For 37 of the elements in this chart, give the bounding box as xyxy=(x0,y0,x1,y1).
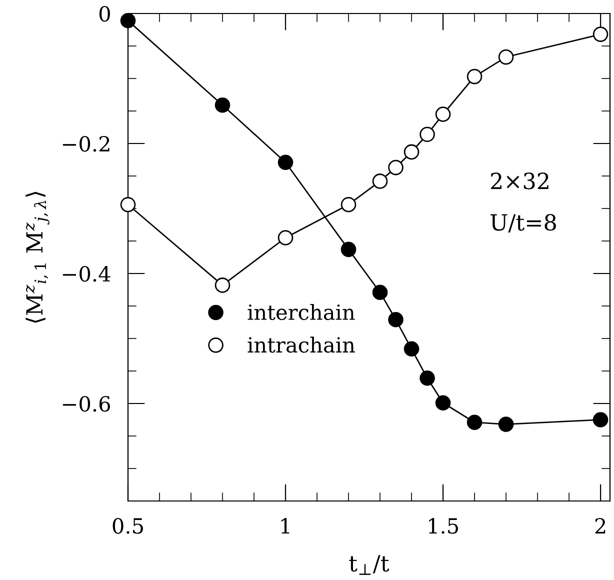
point xyxy=(498,49,514,65)
point xyxy=(498,416,514,432)
x-tick-label: 1.5 xyxy=(429,518,458,534)
point xyxy=(372,174,388,189)
point xyxy=(120,196,136,212)
point xyxy=(420,370,435,386)
x-tick-label: 0.5 xyxy=(112,518,143,534)
point xyxy=(214,278,230,293)
point xyxy=(404,341,420,357)
point xyxy=(388,160,404,176)
point xyxy=(388,312,404,328)
x-tick-label: 2 xyxy=(595,518,606,534)
x-tick-label: 1 xyxy=(281,518,290,534)
legend-label: intrachain xyxy=(248,336,355,353)
y-tick-label: −0.2 xyxy=(62,136,110,152)
point xyxy=(404,144,420,160)
x-axis-title: t$_{⊥}$/t xyxy=(349,555,390,575)
point xyxy=(278,230,294,246)
point xyxy=(435,106,451,122)
point xyxy=(466,68,482,84)
y-tick-label: 0 xyxy=(99,6,110,22)
point xyxy=(340,196,356,212)
point xyxy=(340,242,356,258)
y-tick-label: −0.4 xyxy=(62,266,110,282)
point xyxy=(420,126,435,142)
y-axis-title: ⟨M$^{z}$$_{i,1}$ M$^{z}$$_{j,λ}$⟩ xyxy=(26,192,50,323)
point xyxy=(278,154,294,170)
point xyxy=(214,98,230,113)
point xyxy=(435,395,451,410)
annotation: U/t=8 xyxy=(490,214,556,232)
legend-label: interchain xyxy=(248,304,355,320)
annotation: 2×32 xyxy=(491,172,548,190)
point xyxy=(592,26,608,42)
point xyxy=(372,284,388,300)
point xyxy=(592,412,608,428)
y-tick-label: −0.6 xyxy=(62,396,110,412)
point xyxy=(466,414,482,430)
